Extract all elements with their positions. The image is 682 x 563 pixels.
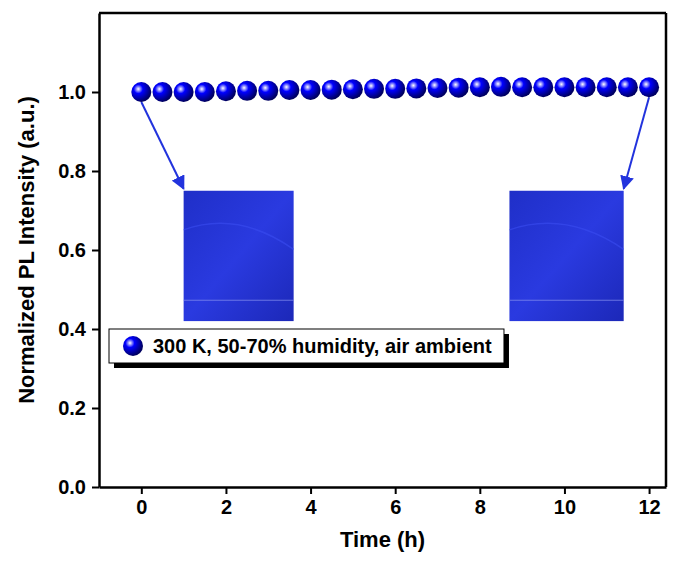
tick: 6 — [390, 487, 401, 518]
inset-texture — [509, 223, 623, 249]
marker — [174, 82, 194, 102]
tick: 0.6 — [58, 239, 99, 261]
tick-mark — [395, 487, 397, 494]
marker — [449, 78, 469, 98]
marker — [216, 81, 236, 101]
marker — [618, 77, 638, 97]
marker — [597, 77, 617, 97]
tick-mark — [479, 487, 481, 494]
tick-mark — [92, 329, 99, 331]
y-axis: 0.0 0.2 0.4 0.6 0.8 1.0 — [58, 14, 99, 498]
tick-mark — [92, 408, 99, 410]
tick-label: 0.4 — [58, 318, 87, 340]
tick-label: 4 — [306, 496, 318, 518]
marker — [470, 77, 490, 97]
marker — [406, 78, 426, 98]
tick-label: 0.8 — [58, 160, 86, 182]
x-axis-title: Time (h) — [340, 527, 425, 552]
marker — [512, 77, 532, 97]
axis-line — [100, 486, 667, 489]
legend-box — [109, 329, 504, 363]
tick-label: 10 — [554, 496, 576, 518]
tick: 0.0 — [58, 476, 99, 498]
tick: 2 — [221, 487, 232, 518]
marker — [576, 77, 596, 97]
legend-marker — [123, 336, 143, 356]
marker — [554, 77, 574, 97]
marker — [639, 77, 659, 97]
frame — [665, 13, 668, 487]
tick: 1.0 — [58, 81, 99, 103]
inset-image — [509, 191, 623, 321]
plot: 0 2 4 6 8 10 12 0.0 0.2 0.4 0.6 0.8 1.0 300 K, 50-70%… — [58, 13, 666, 518]
tick-mark — [649, 487, 651, 494]
marker — [301, 80, 321, 100]
marker — [152, 82, 172, 102]
inset-texture — [184, 223, 294, 249]
tick: 8 — [475, 487, 486, 518]
tick-label: 6 — [390, 496, 401, 518]
tick: 0.8 — [58, 160, 99, 182]
tick-mark — [92, 250, 99, 252]
inset-texture — [184, 300, 294, 301]
marker — [343, 79, 363, 99]
inset-texture — [509, 300, 623, 301]
tick-label: 2 — [221, 496, 232, 518]
tick: 12 — [638, 487, 660, 518]
tick: 0.4 — [58, 318, 99, 340]
tick-mark — [92, 487, 99, 489]
tick-label: 0 — [136, 496, 147, 518]
marker — [258, 81, 278, 101]
legend-label: 300 K, 50-70% humidity, air ambient — [153, 335, 492, 357]
tick: 0 — [136, 487, 147, 518]
arrow — [141, 102, 183, 189]
tick-label: 1.0 — [58, 81, 86, 103]
tick-label: 12 — [638, 496, 660, 518]
marker — [322, 80, 342, 100]
marker — [237, 81, 257, 101]
inset-image — [184, 191, 294, 321]
tick: 10 — [554, 487, 576, 518]
marker — [491, 77, 511, 97]
frame — [99, 12, 666, 15]
tick-mark — [141, 487, 143, 494]
tick-label: 0.6 — [58, 239, 86, 261]
y-axis-title: Normalized PL Intensity (a.u.) — [14, 96, 39, 404]
chart: 0 2 4 6 8 10 12 0.0 0.2 0.4 0.6 0.8 1.0 300 K, 50-70%… — [0, 0, 682, 563]
marker — [279, 80, 299, 100]
tick-label: 0.0 — [58, 476, 86, 498]
tick: 0.2 — [58, 397, 99, 419]
marker — [364, 79, 384, 99]
points — [131, 77, 659, 102]
inset-photo — [184, 191, 294, 321]
tick-label: 8 — [475, 496, 486, 518]
tick: 4 — [306, 487, 318, 518]
inset-photo — [509, 191, 623, 321]
tick-mark — [310, 487, 312, 494]
tick-mark — [564, 487, 566, 494]
tick-mark — [92, 171, 99, 173]
tick-label: 0.2 — [58, 397, 86, 419]
marker — [533, 77, 553, 97]
arrow — [624, 97, 649, 188]
marker — [428, 78, 448, 98]
x-axis: 0 2 4 6 8 10 12 — [100, 487, 667, 518]
tick-mark — [92, 92, 99, 94]
marker — [195, 82, 215, 102]
marker — [385, 79, 405, 99]
tick-mark — [225, 487, 227, 494]
marker — [131, 82, 151, 102]
legend: 300 K, 50-70% humidity, air ambient — [109, 329, 509, 368]
